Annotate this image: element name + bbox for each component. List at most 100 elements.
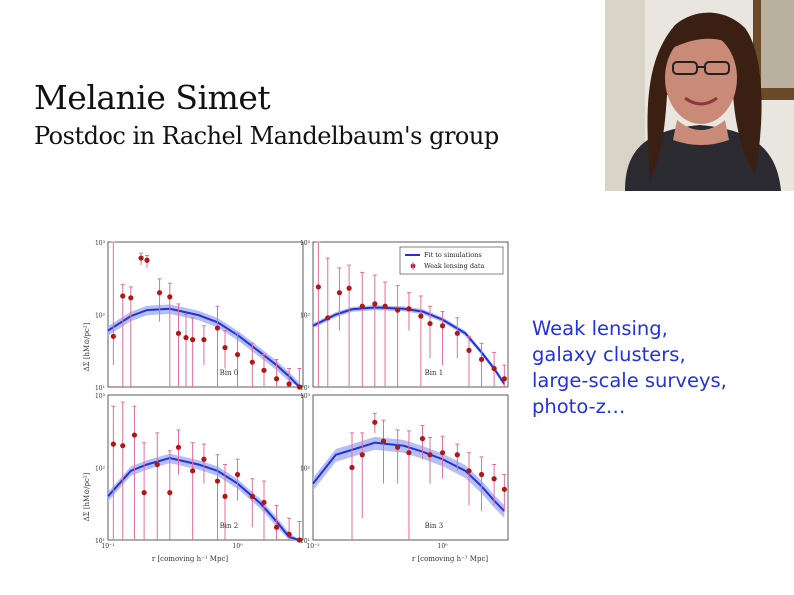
data-point [110, 441, 116, 447]
data-point [201, 337, 207, 343]
y-tick-label: 10² [95, 313, 106, 320]
topic-item: large-scale surveys, [532, 369, 727, 392]
x-tick-label: 10⁻¹ [306, 543, 319, 550]
data-point [380, 438, 387, 444]
x-tick-label: 10⁰ [438, 543, 449, 550]
research-topics: Weak lensing, galaxy clusters, large-sca… [532, 316, 727, 420]
data-point [175, 444, 182, 450]
data-point [175, 330, 182, 336]
data-point [406, 306, 412, 312]
data-point [501, 376, 507, 382]
topic-item: photo-z… [532, 395, 626, 418]
data-point [349, 464, 355, 471]
data-point [234, 351, 241, 358]
y-tick-label: 10² [300, 313, 311, 320]
data-point [249, 359, 255, 365]
data-point [261, 499, 267, 506]
panel-label: Bin 3 [425, 522, 444, 530]
data-point [336, 290, 343, 296]
data-point [382, 303, 388, 309]
data-point [222, 344, 228, 351]
lensing-plot: Bin 0 10¹ 10² 10³ Bin 1 10¹ 10² 10³ Fit to simul… [83, 240, 509, 563]
panel: Bin 3 10¹ 10² 10³ 10⁻¹ 10⁰ [300, 393, 509, 550]
data-point [427, 452, 433, 458]
y-axis-label-top: ΔΣ [hM⊙/pc²] [83, 322, 91, 371]
data-point [156, 290, 163, 296]
y-tick-label: 10³ [300, 393, 311, 400]
data-point [120, 443, 126, 449]
data-point [286, 531, 292, 537]
data-point [296, 537, 302, 543]
data-point [183, 335, 189, 341]
data-point [234, 471, 241, 478]
legend: Fit to simulations Weak lensing data [399, 246, 504, 275]
data-point [154, 461, 160, 468]
x-tick-label: 10⁻¹ [101, 543, 114, 550]
data-point [273, 524, 280, 530]
legend-box [399, 246, 504, 275]
speaker-name: Melanie Simet [34, 78, 271, 117]
data-point [439, 450, 446, 456]
panel-label: Bin 1 [425, 369, 444, 377]
topic-item: Weak lensing, [532, 317, 668, 340]
y-tick-label: 10¹ [95, 385, 105, 392]
legend-label: Fit to simulations [424, 251, 482, 259]
data-point [261, 367, 267, 373]
panel: Bin 2 10¹ 10² 10³ 10⁻¹ 10⁰ [95, 393, 304, 550]
data-point [372, 419, 378, 425]
panel-label: Bin 2 [220, 522, 239, 530]
data-point [201, 456, 207, 462]
data-point [359, 303, 365, 309]
data-point [214, 325, 221, 331]
data-point [144, 257, 150, 263]
panel: Bin 1 10¹ 10² 10³ Fit to simulations Weak len… [300, 240, 509, 392]
x-tick-label: 10⁰ [233, 543, 244, 550]
data-point [478, 356, 485, 363]
data-point [478, 471, 485, 478]
y-tick-label: 10³ [95, 393, 106, 400]
data-point [466, 347, 472, 353]
data-point [395, 444, 401, 450]
data-point [418, 313, 424, 319]
data-point [190, 468, 196, 474]
data-point [110, 333, 116, 339]
data-point [372, 301, 378, 307]
y-tick-label: 10¹ [300, 385, 310, 392]
data-point [439, 323, 446, 329]
data-point [286, 381, 292, 387]
legend-label: Weak lensing data [424, 262, 484, 270]
data-point [359, 452, 365, 458]
data-point [190, 337, 196, 343]
lensing-figure: Bin 0 10¹ 10² 10³ Bin 1 10¹ 10² 10³ Fit to simul… [80, 232, 512, 568]
data-point [419, 436, 426, 442]
panel-label: Bin 0 [220, 369, 239, 377]
speaker-role: Postdoc in Rachel Mandelbaum's group [34, 122, 499, 150]
data-point [120, 293, 126, 299]
panel-frame [312, 394, 509, 541]
data-point [491, 365, 497, 372]
data-point [315, 284, 321, 290]
data-point [131, 432, 138, 438]
data-point [167, 294, 173, 300]
data-point [406, 450, 412, 456]
y-tick-label: 10¹ [95, 538, 105, 545]
data-point [141, 490, 147, 496]
y-axis-label-bottom: ΔΣ [hM⊙/pc²] [83, 472, 91, 521]
y-tick-label: 10³ [300, 240, 311, 247]
data-point [296, 384, 302, 390]
y-tick-label: 10² [95, 466, 106, 473]
data-point [128, 295, 134, 301]
data-point [249, 493, 255, 499]
model-line [312, 306, 506, 385]
data-point [138, 255, 144, 261]
data-point [273, 376, 280, 382]
panel: Bin 0 10¹ 10² 10³ [95, 240, 304, 392]
data-point [454, 452, 460, 458]
data-point [491, 476, 497, 482]
data-point [222, 493, 228, 499]
data-point [167, 490, 173, 496]
data-point [427, 320, 433, 327]
data-point [454, 330, 460, 336]
y-tick-label: 10¹ [300, 538, 310, 545]
x-axis-label-left: r [comoving h⁻¹ Mpc] [152, 555, 229, 563]
